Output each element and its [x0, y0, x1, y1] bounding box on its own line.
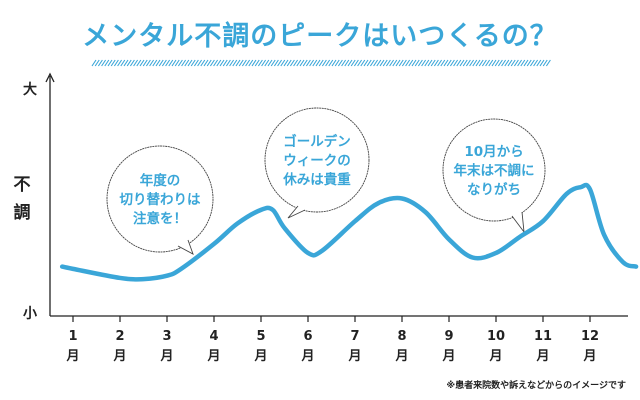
- speech-bubble: [442, 118, 546, 222]
- speech-bubble: [264, 107, 370, 213]
- annotation-text: 年末は不調に: [454, 162, 535, 179]
- annotation-text: 年度の: [140, 172, 181, 189]
- y-top-label: 大: [23, 81, 37, 98]
- x-tick-label: 4: [209, 329, 218, 344]
- series-line: [59, 182, 639, 282]
- x-tick-unit: 月: [300, 349, 314, 364]
- annotation-text: なりがち: [467, 181, 521, 198]
- x-tick-label: 10: [487, 329, 505, 344]
- x-tick-unit: 月: [394, 349, 408, 364]
- annotation-text: 注意を！: [133, 210, 187, 227]
- x-tick-label: 12: [581, 329, 599, 344]
- x-tick-unit: 月: [112, 349, 126, 364]
- x-tick-label: 11: [534, 329, 552, 344]
- x-tick-label: 8: [397, 329, 406, 344]
- speech-bubble: [106, 145, 214, 253]
- speech-bubble-tail: [177, 239, 194, 255]
- y-axis-arrow-icon: [45, 72, 55, 83]
- x-tick-unit: 月: [206, 349, 220, 364]
- x-tick-unit: 月: [159, 349, 173, 364]
- x-tick-unit: 月: [441, 349, 455, 364]
- x-tick-unit: 月: [582, 349, 596, 364]
- speech-bubble-tail: [287, 205, 306, 219]
- x-tick-unit: 月: [535, 349, 549, 364]
- x-tick-label: 5: [256, 329, 265, 344]
- y-bottom-label: 小: [23, 306, 37, 322]
- annotation-text: ゴールデン: [283, 133, 351, 150]
- x-tick-label: 3: [162, 329, 171, 344]
- title-underline: [91, 59, 551, 67]
- x-tick-label: 9: [444, 329, 453, 344]
- x-tick-unit: 月: [65, 349, 79, 364]
- x-tick-unit: 月: [488, 349, 502, 364]
- footnote: ※患者来院数や訴えなどからのイメージです: [446, 381, 626, 391]
- x-tick-label: 7: [350, 329, 359, 344]
- y-axis-label: 不: [14, 175, 31, 195]
- annotation-text: 切り替わりは: [120, 191, 201, 208]
- x-tick-label: 2: [115, 329, 124, 344]
- annotation-text: 10月から: [464, 144, 523, 160]
- x-tick-unit: 月: [253, 349, 267, 364]
- x-tick-label: 6: [303, 329, 312, 344]
- x-tick-unit: 月: [347, 349, 361, 364]
- chart-title: メンタル不調のピークはいつくるの？: [82, 21, 558, 52]
- x-tick-label: 1: [68, 329, 77, 344]
- annotation-text: ウィークの: [283, 153, 351, 169]
- y-axis-label: 調: [14, 202, 31, 223]
- annotation-text: 休みは貴重: [282, 171, 351, 188]
